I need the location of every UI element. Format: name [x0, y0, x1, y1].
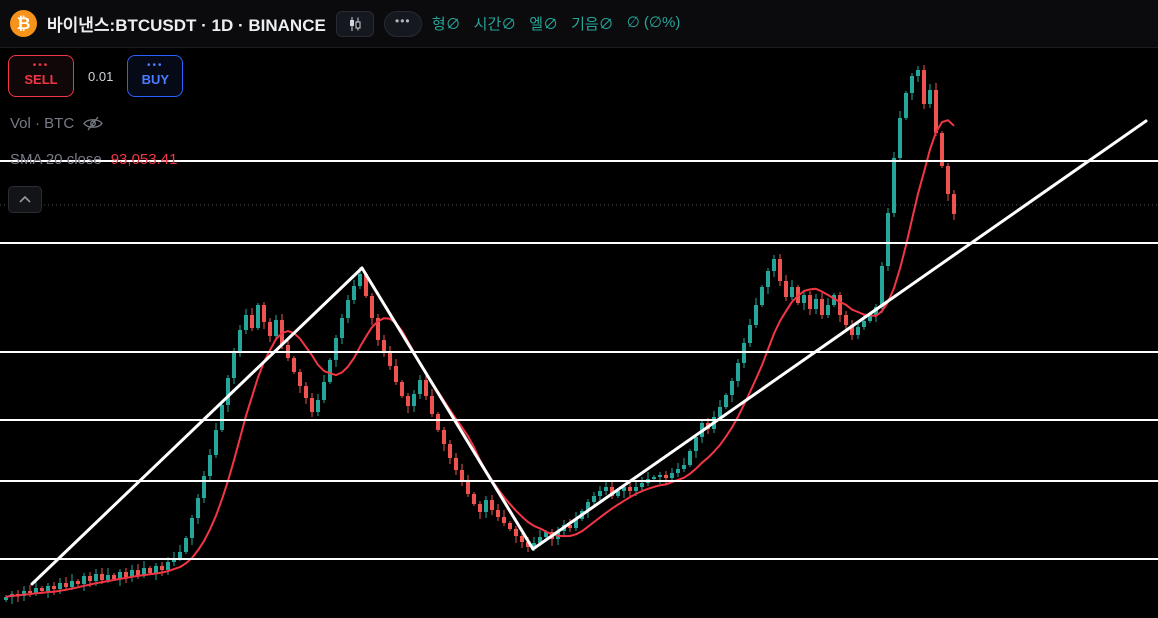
sma-legend-row: SMA 20 close 93,053.41: [10, 151, 177, 168]
sma-legend-value: 93,053.41: [110, 151, 178, 168]
volume-legend-label: Vol · BTC: [10, 115, 75, 132]
buy-button[interactable]: ••• BUY: [127, 55, 184, 97]
buy-menu-dots: •••: [147, 60, 164, 71]
quantity-value[interactable]: 0.01: [88, 68, 114, 84]
more-options-button[interactable]: •••: [383, 10, 422, 37]
trade-panel: ••• SELL 0.01 ••• BUY: [8, 55, 184, 97]
candlestick-icon: [349, 16, 361, 31]
ohlc-open-value: 형∅: [431, 16, 461, 33]
volume-legend-row: Vol · BTC: [10, 115, 103, 132]
ohlc-legend: 형∅ 시간∅ 엘∅ 기음∅ ∅ (∅%): [432, 13, 680, 34]
sma-legend-label: SMA 20 close: [10, 151, 102, 168]
sell-button[interactable]: ••• SELL: [8, 55, 74, 97]
symbol-header: ₿ 바이낸스:BTCUSDT · 1D · BINANCE ••• 형∅ 시간∅…: [0, 0, 1158, 48]
collapse-legend-button[interactable]: [8, 186, 42, 213]
bitcoin-logo-icon: ₿: [10, 10, 37, 37]
ohlc-close-value: 기음∅: [571, 16, 614, 33]
sell-menu-dots: •••: [32, 60, 50, 71]
ohlc-high-value: 시간∅: [473, 16, 517, 33]
buy-button-label: BUY: [141, 72, 170, 87]
eye-off-icon: [83, 116, 103, 131]
volume-visibility-toggle[interactable]: [83, 116, 103, 131]
sell-button-label: SELL: [24, 72, 58, 87]
symbol-title[interactable]: 바이낸스:BTCUSDT · 1D · BINANCE: [47, 16, 326, 35]
ohlc-low-value: 엘∅: [529, 16, 559, 33]
ohlc-change-value: ∅ (∅%): [626, 14, 681, 31]
chart-type-button[interactable]: [335, 10, 374, 37]
chevron-up-icon: [19, 195, 31, 203]
